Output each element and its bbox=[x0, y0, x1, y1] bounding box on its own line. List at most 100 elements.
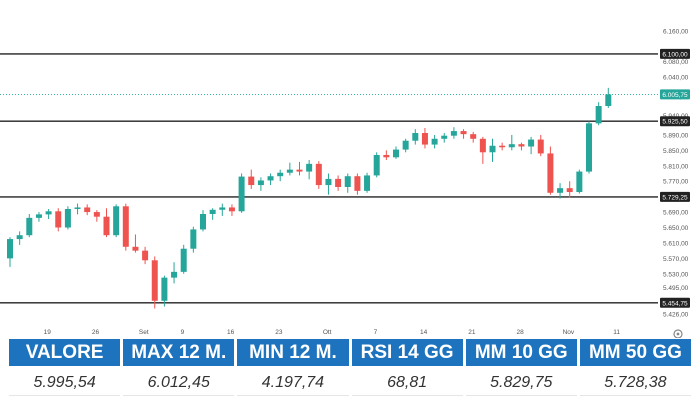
y-tick-label: 5.570,00 bbox=[663, 256, 689, 263]
candle bbox=[421, 127, 428, 149]
candle bbox=[26, 214, 33, 238]
candle bbox=[45, 208, 52, 220]
last-price-label-bg bbox=[660, 89, 690, 100]
stat-value-valore: 5.995,54 bbox=[9, 369, 121, 396]
candle-body bbox=[93, 212, 100, 217]
candle bbox=[450, 127, 457, 139]
candle-body bbox=[354, 176, 361, 191]
y-tick-label: 5.850,00 bbox=[663, 148, 689, 155]
y-axis: 6.160,006.100,006.080,006.040,005.990,00… bbox=[660, 28, 690, 318]
candle bbox=[142, 246, 149, 265]
candle bbox=[364, 172, 371, 193]
candle-body bbox=[180, 248, 187, 272]
y-tick-label: 5.650,00 bbox=[663, 225, 689, 232]
candle-body bbox=[45, 211, 52, 215]
candle-body bbox=[576, 171, 583, 193]
candle bbox=[267, 173, 274, 186]
candle-body bbox=[161, 277, 168, 301]
level-price-label: 5.925,50 bbox=[662, 119, 688, 126]
candle bbox=[479, 136, 486, 164]
candle bbox=[277, 169, 284, 182]
candle-body bbox=[277, 172, 284, 177]
stats-value-row: 5.995,54 6.012,45 4.197,74 68,81 5.829,7… bbox=[9, 369, 692, 396]
x-tick-label: Ott bbox=[323, 329, 332, 336]
candle-body bbox=[122, 206, 129, 247]
candle-body bbox=[431, 138, 438, 145]
candle bbox=[171, 262, 178, 284]
candle-body bbox=[412, 133, 419, 141]
candle-body bbox=[228, 207, 235, 212]
candle bbox=[470, 131, 477, 143]
candle bbox=[132, 234, 139, 253]
candle bbox=[576, 169, 583, 194]
candle-body bbox=[537, 139, 544, 154]
candle bbox=[605, 87, 612, 108]
stat-header-mm-10: MM 10 GG bbox=[465, 339, 577, 366]
candle-body bbox=[402, 140, 409, 150]
x-tick-label: 23 bbox=[275, 329, 283, 336]
candle bbox=[547, 146, 554, 195]
candle-body bbox=[586, 123, 592, 172]
x-tick-label: 21 bbox=[468, 329, 476, 336]
candle-body bbox=[364, 175, 371, 191]
x-axis: 19 26 Set 9 16 23 Ott 7 14 21 28 Nov 11 bbox=[44, 329, 621, 336]
candle-body bbox=[103, 216, 110, 236]
y-tick-label: 6.040,00 bbox=[663, 75, 689, 82]
x-tick-label: 11 bbox=[613, 329, 620, 336]
candle bbox=[354, 173, 361, 195]
last-price-label: 6.005,75 bbox=[662, 92, 688, 99]
candle-body bbox=[142, 250, 149, 261]
candle-body bbox=[325, 178, 332, 186]
candle bbox=[190, 226, 197, 253]
x-tick-label: 28 bbox=[517, 329, 525, 336]
level-price-label-bg bbox=[660, 297, 690, 308]
candle-body bbox=[344, 176, 351, 187]
candle bbox=[325, 173, 332, 195]
candle bbox=[441, 133, 448, 143]
candle-body bbox=[460, 131, 467, 135]
x-tick-label: Nov bbox=[563, 329, 575, 336]
candle-body bbox=[373, 154, 380, 176]
candle bbox=[257, 177, 264, 191]
stats-table: VALORE MAX 12 M. MIN 12 M. RSI 14 GG MM … bbox=[9, 339, 692, 397]
candles bbox=[7, 87, 612, 309]
candle-body bbox=[605, 94, 612, 106]
candle-body bbox=[151, 260, 158, 301]
candle bbox=[557, 183, 564, 199]
y-tick-label: 5.770,00 bbox=[663, 179, 689, 186]
candle-body bbox=[528, 139, 535, 147]
candle-body bbox=[113, 206, 120, 236]
y-tick-label: 5.890,00 bbox=[663, 132, 689, 139]
candle-body bbox=[286, 169, 293, 173]
candle bbox=[64, 206, 71, 230]
y-tick-label: 5.810,00 bbox=[663, 163, 689, 170]
candle-body bbox=[450, 131, 457, 136]
candle bbox=[228, 204, 235, 216]
stat-value-mm-10: 5.829,75 bbox=[465, 369, 577, 396]
x-tick-label: 26 bbox=[92, 329, 100, 336]
candle bbox=[84, 204, 91, 216]
stat-header-max-12m: MAX 12 M. bbox=[123, 339, 235, 366]
candle bbox=[113, 204, 120, 238]
candle bbox=[431, 134, 438, 149]
candle bbox=[460, 129, 467, 139]
x-tick-label: 9 bbox=[181, 329, 185, 336]
stat-header-mm-50: MM 50 GG bbox=[579, 339, 692, 366]
candle bbox=[151, 256, 158, 309]
candle-body bbox=[499, 145, 506, 148]
candle-body bbox=[393, 149, 399, 158]
candle bbox=[74, 203, 81, 215]
stat-value-min-12m: 4.197,74 bbox=[237, 369, 349, 396]
y-tick-label: 5.690,00 bbox=[663, 210, 689, 217]
candle bbox=[537, 134, 544, 157]
candle-body bbox=[566, 188, 573, 193]
stat-header-min-12m: MIN 12 M. bbox=[237, 339, 349, 366]
level-lines bbox=[0, 53, 658, 304]
candle-body bbox=[257, 180, 264, 186]
candle-body bbox=[547, 153, 554, 193]
candle-body bbox=[209, 209, 216, 214]
gear-icon[interactable] bbox=[673, 329, 683, 338]
candle-body bbox=[470, 134, 477, 139]
candle bbox=[16, 231, 23, 245]
candle bbox=[499, 142, 506, 151]
